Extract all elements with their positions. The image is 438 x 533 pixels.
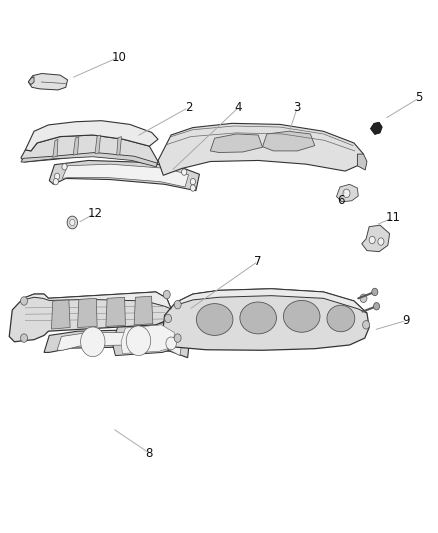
- Polygon shape: [23, 292, 171, 309]
- Circle shape: [182, 169, 187, 175]
- Text: 2: 2: [185, 101, 192, 114]
- Circle shape: [54, 173, 60, 180]
- Circle shape: [174, 301, 181, 309]
- Polygon shape: [28, 77, 34, 85]
- Polygon shape: [210, 134, 262, 152]
- Text: 12: 12: [88, 207, 102, 220]
- Polygon shape: [53, 139, 58, 157]
- Circle shape: [360, 294, 367, 303]
- Polygon shape: [162, 289, 369, 350]
- Circle shape: [363, 320, 370, 329]
- Text: 3: 3: [293, 101, 301, 114]
- Circle shape: [53, 179, 58, 185]
- Polygon shape: [113, 322, 180, 356]
- Polygon shape: [262, 131, 315, 151]
- Circle shape: [372, 288, 378, 296]
- Polygon shape: [51, 300, 70, 329]
- Circle shape: [21, 297, 28, 305]
- Text: 9: 9: [403, 314, 410, 327]
- Polygon shape: [362, 225, 390, 252]
- Polygon shape: [78, 298, 97, 327]
- Circle shape: [163, 290, 170, 299]
- Polygon shape: [176, 289, 367, 313]
- Polygon shape: [117, 136, 121, 155]
- Text: 7: 7: [254, 255, 262, 268]
- Text: 5: 5: [416, 91, 423, 104]
- Polygon shape: [158, 123, 364, 175]
- Polygon shape: [21, 152, 157, 167]
- Polygon shape: [106, 297, 125, 326]
- Circle shape: [62, 164, 67, 170]
- Circle shape: [67, 216, 78, 229]
- Polygon shape: [57, 332, 182, 356]
- Polygon shape: [9, 292, 171, 342]
- Polygon shape: [49, 160, 199, 191]
- Polygon shape: [25, 120, 158, 151]
- Polygon shape: [134, 296, 153, 325]
- Text: 8: 8: [146, 447, 153, 459]
- Circle shape: [378, 238, 384, 245]
- Polygon shape: [62, 164, 188, 187]
- Polygon shape: [21, 135, 158, 166]
- Text: 6: 6: [337, 193, 345, 207]
- Ellipse shape: [196, 304, 233, 335]
- Circle shape: [166, 337, 177, 350]
- Circle shape: [369, 236, 375, 244]
- Text: 10: 10: [111, 51, 126, 63]
- Circle shape: [21, 334, 28, 342]
- Polygon shape: [357, 154, 367, 170]
- Polygon shape: [73, 136, 79, 155]
- Circle shape: [165, 314, 172, 322]
- Circle shape: [374, 303, 380, 310]
- Polygon shape: [336, 184, 358, 202]
- Polygon shape: [371, 122, 382, 134]
- Circle shape: [174, 334, 181, 342]
- Circle shape: [70, 219, 75, 225]
- Circle shape: [343, 189, 350, 198]
- Polygon shape: [44, 330, 189, 358]
- Text: 11: 11: [385, 211, 401, 224]
- Text: 4: 4: [235, 101, 242, 114]
- Circle shape: [190, 185, 195, 191]
- Ellipse shape: [327, 305, 355, 332]
- Circle shape: [126, 326, 151, 356]
- Circle shape: [81, 327, 105, 357]
- Polygon shape: [28, 74, 67, 90]
- Polygon shape: [95, 135, 101, 154]
- Polygon shape: [121, 325, 175, 353]
- Ellipse shape: [240, 302, 276, 334]
- Ellipse shape: [283, 301, 320, 332]
- Circle shape: [190, 179, 195, 185]
